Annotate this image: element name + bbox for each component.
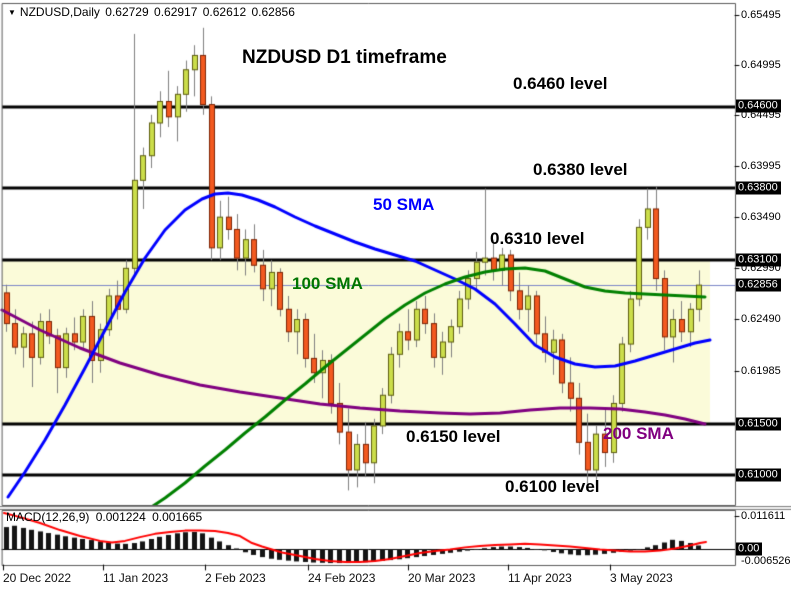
annotation-sma50-label: 50 SMA [373,195,435,214]
date-label: 20 Dec 2022 [3,571,72,585]
price-axis-level-tag: 0.63100 [736,253,781,267]
date-label: 11 Jan 2023 [103,571,169,585]
annotation-sma100-label: 100 SMA [292,274,363,293]
quote-open: 0.62729 [105,5,149,19]
symbol-period-label: NZDUSD,Daily [19,5,100,19]
annotation-level-6460: 0.6460 level [513,74,608,93]
macd-axis-min-label: -0.006526 [741,555,791,567]
price-axis-label: 0.62490 [741,313,781,325]
price-axis-label: 0.63490 [741,211,781,223]
quote-low: 0.62612 [202,5,247,19]
annotation-level-6150: 0.6150 level [406,427,501,446]
date-label: 3 May 2023 [610,571,673,585]
macd-signal-value: 0.001665 [152,510,203,524]
annotation-level-6310: 0.6310 level [490,229,585,248]
date-label: 2 Feb 2023 [205,571,266,585]
date-label: 24 Feb 2023 [308,571,376,585]
macd-indicator-header: MACD(12,26,9) 0.001224 0.001665 [6,510,205,524]
chart-header: ▼ NZDUSD,Daily 0.62729 0.62917 0.62612 0.… [8,5,297,19]
price-axis-level-tag: 0.61500 [736,417,781,431]
annotation-sma200-label: 200 SMA [603,424,674,443]
macd-axis-zero-tag: 0.00 [736,542,763,556]
price-axis-level-tag: 0.61000 [736,468,781,482]
quote-close: 0.62856 [251,5,295,19]
macd-name-label: MACD(12,26,9) [6,510,90,524]
quote-high: 0.62917 [154,5,198,19]
price-axis-label: 0.63995 [741,160,781,172]
price-axis-level-tag: 0.63800 [736,181,781,195]
annotation-level-6380: 0.6380 level [533,160,628,179]
symbol-dropdown-icon[interactable]: ▼ [8,8,16,17]
annotation-level-6100: 0.6100 level [505,477,600,496]
price-axis-current-price-tag: 0.62856 [736,278,781,292]
macd-main-value: 0.001224 [95,510,146,524]
price-axis-label: 0.64995 [741,59,781,71]
annotation-title: NZDUSD D1 timeframe [242,47,447,68]
date-label: 20 Mar 2023 [408,571,476,585]
macd-axis-max-label: 0.011611 [741,510,786,522]
price-axis-level-tag: 0.64600 [736,99,781,113]
price-axis-label: 0.61985 [741,365,781,377]
price-axis-label: 0.65495 [741,9,781,21]
date-label: 11 Apr 2023 [508,571,572,585]
